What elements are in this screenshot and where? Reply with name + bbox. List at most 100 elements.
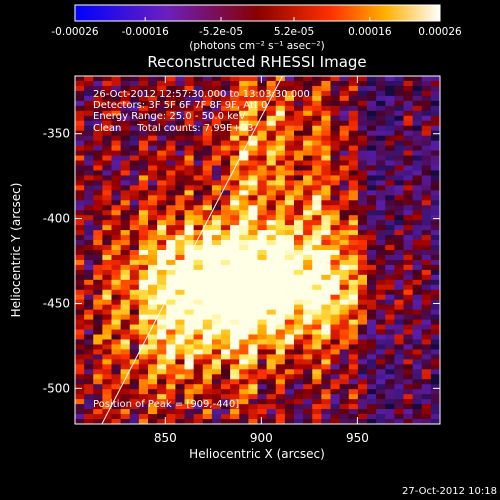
heatmap-cell [193, 319, 204, 326]
heatmap-cell [102, 284, 113, 291]
heatmap-cell [111, 279, 122, 286]
heatmap-cell [175, 334, 186, 341]
heatmap-cell [385, 90, 395, 97]
heatmap-cell [193, 289, 204, 296]
heatmap-cell [421, 284, 432, 291]
heatmap-cell [129, 259, 140, 266]
heatmap-cell [339, 135, 350, 142]
heatmap-cell [166, 279, 176, 286]
heatmap-cell [357, 359, 368, 365]
heatmap-cell [257, 190, 268, 196]
heatmap-cell [421, 419, 432, 424]
heatmap-cell [166, 160, 176, 167]
heatmap-cell [284, 414, 295, 420]
heatmap-cell [385, 289, 395, 296]
heatmap-cell [367, 399, 377, 405]
heatmap-cell [303, 200, 313, 206]
heatmap-cell [166, 85, 176, 92]
heatmap-cell [266, 110, 277, 117]
heatmap-cell [367, 299, 377, 306]
heatmap-cell [421, 344, 432, 351]
heatmap-cell [257, 85, 268, 92]
heatmap-cell [412, 409, 423, 415]
heatmap-cell [239, 80, 249, 87]
heatmap-cell [385, 269, 395, 276]
heatmap-cell [266, 150, 277, 157]
heatmap-cell [275, 105, 286, 112]
heatmap-cell [221, 289, 231, 296]
heatmap-cell [275, 195, 286, 201]
heatmap-cell [248, 135, 259, 142]
heatmap-cell [184, 80, 195, 87]
heatmap-cell [294, 384, 304, 390]
heatmap-cell [275, 344, 286, 351]
heatmap-cell [75, 240, 85, 246]
heatmap-cell [129, 344, 140, 351]
heatmap-cell [221, 145, 231, 152]
heatmap-cell [120, 324, 131, 331]
heatmap-cell [421, 110, 432, 117]
heatmap-cell [184, 185, 195, 191]
heatmap-cell [129, 269, 140, 276]
heatmap-cell [348, 235, 359, 241]
heatmap-cell [175, 324, 186, 331]
heatmap-cell [239, 384, 249, 390]
heatmap-cell [84, 150, 94, 157]
heatmap-cell [321, 115, 332, 122]
heatmap-cell [138, 309, 149, 316]
heatmap-cell [357, 379, 368, 385]
heatmap-cell [75, 230, 85, 236]
heatmap-cell [211, 304, 222, 311]
heatmap-cell [421, 115, 432, 122]
heatmap-cell [330, 240, 341, 246]
heatmap-cell [330, 399, 341, 405]
heatmap-cell [385, 279, 395, 286]
heatmap-cell [202, 369, 213, 375]
heatmap-cell [376, 349, 386, 355]
heatmap-cell [102, 90, 113, 97]
heatmap-cell [294, 85, 304, 92]
heatmap-cell [230, 235, 240, 241]
heatmap-cell [193, 200, 204, 206]
heatmap-cell [357, 279, 368, 286]
heatmap-cell [193, 399, 204, 405]
heatmap-cell [339, 319, 350, 326]
heatmap-cell [239, 279, 249, 286]
heatmap-cell [84, 399, 94, 405]
heatmap-cell [129, 329, 140, 336]
heatmap-cell [430, 110, 440, 117]
heatmap-cell [385, 359, 395, 365]
heatmap-cell [394, 304, 405, 311]
heatmap-cell [166, 394, 176, 400]
heatmap-cell [284, 95, 295, 102]
heatmap-cell [367, 319, 377, 326]
heatmap-cell [421, 215, 432, 221]
heatmap-cell [193, 250, 204, 256]
heatmap-cell [175, 210, 186, 216]
heatmap-cell [403, 220, 414, 226]
heatmap-cell [248, 160, 259, 167]
heatmap-cell [239, 180, 249, 186]
heatmap-cell [148, 364, 158, 370]
heatmap-cell [312, 399, 322, 405]
heatmap-cell [412, 160, 423, 167]
heatmap-cell [367, 240, 377, 246]
heatmap-cell [348, 155, 359, 162]
heatmap-cell [275, 289, 286, 296]
heatmap-cell [348, 309, 359, 316]
heatmap-cell [321, 334, 332, 341]
heatmap-cell [166, 389, 176, 395]
heatmap-cell [303, 379, 313, 385]
heatmap-cell [193, 359, 204, 365]
heatmap-cell [248, 220, 259, 226]
heatmap-cell [148, 309, 158, 316]
heatmap-cell [75, 399, 85, 405]
heatmap-cell [385, 304, 395, 311]
heatmap-cell [330, 409, 341, 415]
heatmap-cell [184, 304, 195, 311]
heatmap-cell [93, 135, 103, 142]
heatmap-cell [357, 245, 368, 251]
heatmap-cell [93, 105, 103, 112]
heatmap-cell [321, 235, 332, 241]
colorbar-tick-label: -5.2e-05 [199, 26, 243, 38]
